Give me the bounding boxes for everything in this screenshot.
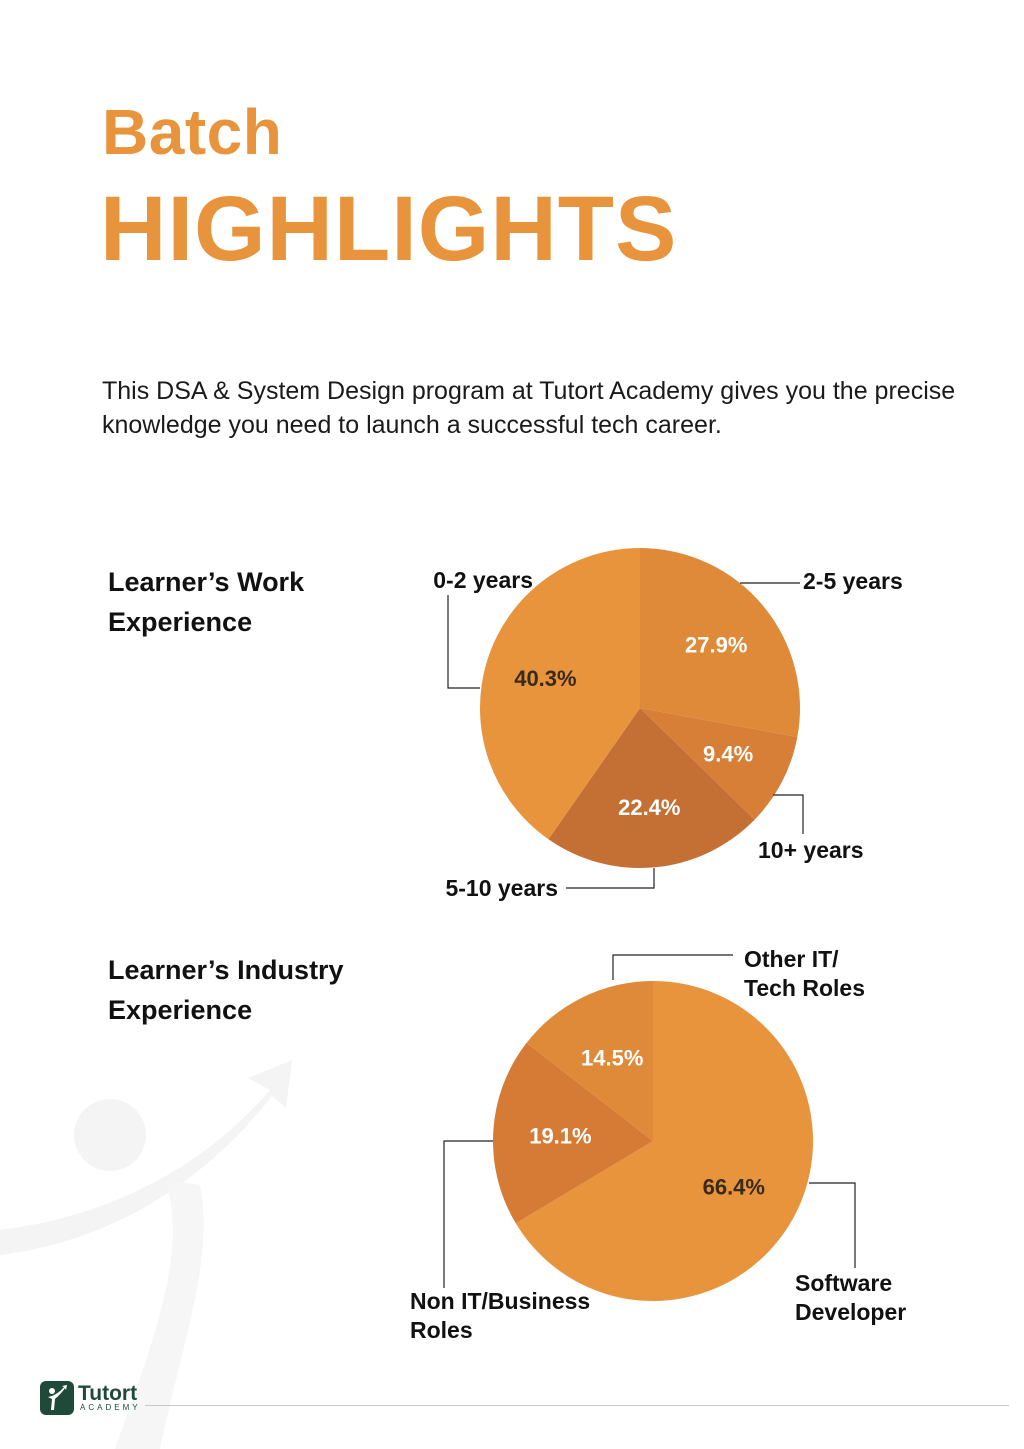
footer-divider: [145, 1405, 1009, 1406]
pie-slice-5-10-years: [548, 708, 755, 869]
tutort-logo-icon: [40, 1381, 74, 1415]
leader-line-5-10-years: [566, 868, 655, 889]
pie-slice-0-2-years: [480, 548, 640, 840]
slice-value-label-2-5-years: 27.9%: [685, 633, 747, 658]
category-label-5-10-years: 5-10 years: [445, 875, 558, 901]
heading-highlights: HIGHLIGHTS: [100, 178, 678, 280]
pie-slice-2-5-years: [640, 548, 800, 737]
logo-subtext: ACADEMY: [80, 1403, 141, 1412]
intro-text: This DSA & System Design program at Tuto…: [102, 377, 956, 439]
heading-batch: Batch: [102, 96, 283, 168]
category-label-10-years: 10+ years: [758, 837, 864, 863]
slice-value-label-0-2-years: 40.3%: [514, 666, 576, 691]
logo-wordmark: Tutort: [78, 1382, 138, 1405]
slice-value-label-non-it-business-roles: 19.1%: [529, 1124, 591, 1149]
category-label-2-5-years: 2-5 years: [803, 568, 903, 594]
category-label-non-it-business-roles: Roles: [410, 1317, 473, 1343]
slice-value-label-5-10-years: 22.4%: [618, 795, 680, 820]
leader-line-10-years: [773, 794, 804, 834]
pie-slice-10-years: [640, 708, 798, 820]
industry-experience-title: Learner’s Industry Experience: [108, 955, 344, 1025]
category-label-0-2-years: 0-2 years: [433, 567, 533, 593]
category-label-non-it-business-roles: Non IT/Business: [410, 1288, 590, 1314]
slice-value-label-other-it-tech-roles: 14.5%: [581, 1046, 643, 1071]
category-label-software-developer: Software: [795, 1270, 892, 1296]
leader-line-non-it-business-roles: [443, 1140, 493, 1288]
pie-slice-software-developer: [515, 981, 814, 1301]
leader-line-0-2-years: [447, 595, 480, 689]
work-experience-title: Learner’s Work Experience: [108, 567, 305, 637]
category-label-software-developer: Developer: [795, 1299, 906, 1325]
pie-slice-non-it-business-roles: [493, 1042, 653, 1224]
leader-line-other-it-tech-roles: [612, 954, 733, 980]
slice-value-label-10-years: 9.4%: [703, 742, 753, 767]
category-label-other-it-tech-roles: Other IT/: [744, 946, 839, 972]
category-label-other-it-tech-roles: Tech Roles: [744, 975, 865, 1001]
leader-line-software-developer: [809, 1182, 856, 1268]
tutort-logo: Tutort ACADEMY: [40, 1381, 160, 1421]
slice-value-label-software-developer: 66.4%: [703, 1175, 765, 1200]
pie-slice-other-it-tech-roles: [526, 981, 653, 1141]
